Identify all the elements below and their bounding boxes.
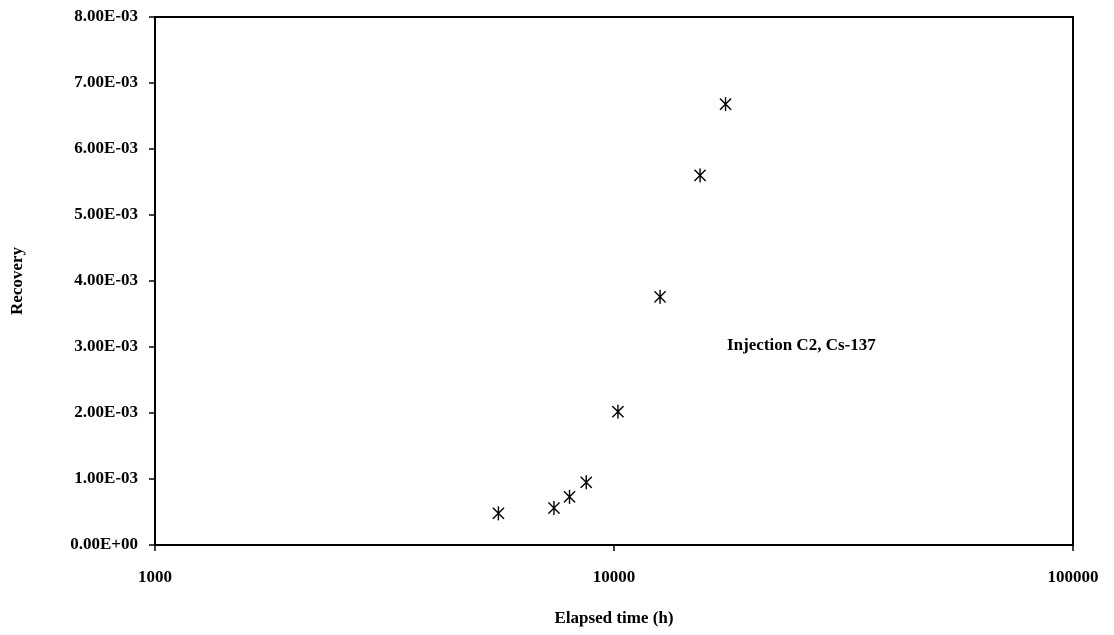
y-axis-title: Recovery <box>7 247 26 315</box>
y-tick-label: 5.00E-03 <box>74 204 138 223</box>
data-point <box>580 475 593 490</box>
data-point <box>693 168 707 183</box>
data-point <box>653 289 667 304</box>
data-point <box>611 404 625 419</box>
x-tick-label: 10000 <box>593 567 636 586</box>
x-tick-label: 100000 <box>1048 567 1099 586</box>
y-tick-label: 6.00E-03 <box>74 138 138 157</box>
y-tick-label: 1.00E-03 <box>74 468 138 487</box>
data-point <box>492 506 505 521</box>
plot-frame <box>154 16 1074 546</box>
x-axis-title: Elapsed time (h) <box>555 608 674 627</box>
data-point <box>547 501 561 516</box>
data-point <box>563 489 576 504</box>
y-tick-label: 3.00E-03 <box>74 336 138 355</box>
y-tick-label: 0.00E+00 <box>70 534 138 553</box>
y-tick-label: 7.00E-03 <box>74 72 138 91</box>
y-tick-label: 2.00E-03 <box>74 402 138 421</box>
data-point <box>719 97 732 112</box>
y-tick-label: 8.00E-03 <box>74 6 138 25</box>
y-tick-label: 4.00E-03 <box>74 270 138 289</box>
x-tick-label: 1000 <box>138 567 172 586</box>
annotation: Injection C2, Cs-137 <box>727 335 876 354</box>
